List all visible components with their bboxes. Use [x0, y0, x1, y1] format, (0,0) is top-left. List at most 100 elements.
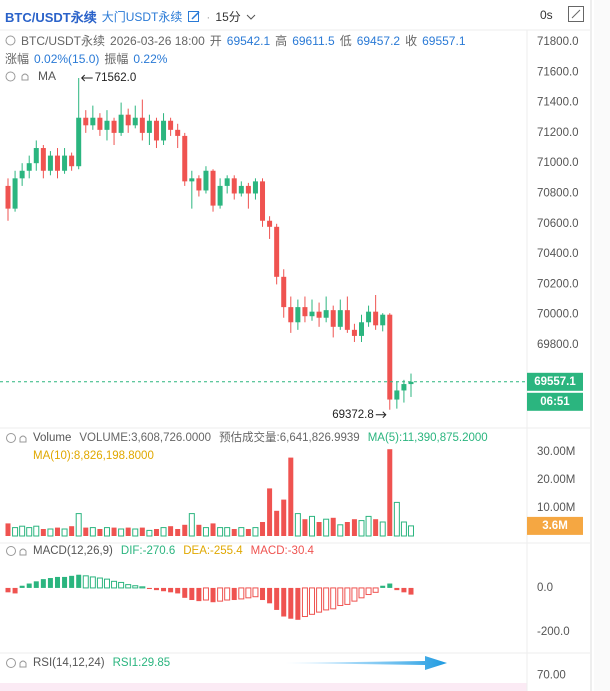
last-volume-box [527, 516, 583, 535]
last-price-box [527, 372, 583, 391]
volume-bar [351, 519, 357, 536]
expand-icon[interactable] [567, 5, 585, 23]
volume-bar [238, 527, 245, 537]
volume-bar [379, 521, 386, 537]
volume-bar [26, 527, 33, 537]
macd-bar [69, 575, 75, 588]
candle-body [217, 185, 223, 206]
interval[interactable]: 15分 [215, 10, 241, 24]
macd-bar [245, 587, 252, 599]
macd-bar [132, 585, 139, 589]
volume-bar [393, 501, 400, 537]
macd-bar [47, 578, 53, 588]
macd-bar [202, 587, 209, 601]
volume-bar [54, 527, 60, 536]
macd-bar [316, 587, 323, 613]
indicator-value: 预估成交量:6,641,826.9939 [219, 430, 360, 444]
macd-bar [54, 576, 60, 588]
macd-bar [358, 587, 365, 599]
volume-bar [19, 525, 26, 537]
eye-icon[interactable] [5, 35, 16, 46]
indicator-legend: Volume [33, 432, 71, 444]
candle-body [40, 148, 46, 171]
ma-legend: MA [38, 69, 56, 83]
edit-icon[interactable] [187, 10, 201, 24]
volume-bar [260, 522, 266, 536]
volume-bar [231, 529, 237, 536]
field-value: 69557.1 [422, 33, 466, 48]
macd-bar [189, 587, 195, 601]
candle-body [309, 311, 315, 317]
y-tick-label: -200.0 [537, 626, 570, 638]
candle-body [366, 311, 372, 323]
stat-label: 涨幅 [5, 52, 30, 66]
ma-icons[interactable] [5, 71, 33, 82]
macd-bar [337, 587, 344, 607]
volume-bar [139, 527, 145, 536]
macd-bar [217, 587, 224, 602]
annotation-arrow [375, 411, 387, 419]
macd-bar [103, 578, 110, 589]
volume-bar [118, 528, 125, 537]
macd-bar [153, 587, 159, 591]
volume-bar [202, 527, 209, 537]
macd-bar [238, 587, 245, 600]
candle-body [118, 114, 124, 133]
candle-body [394, 390, 400, 400]
volume-bar [274, 510, 280, 536]
candle-body [203, 170, 209, 191]
candle-body [161, 120, 167, 141]
info-time: 2026-03-26 18:00 [110, 33, 205, 48]
macd-bar [224, 587, 231, 601]
volume-bar [132, 528, 139, 537]
candle-body [12, 178, 18, 209]
bell-icon [19, 548, 27, 556]
macd-bar [89, 576, 96, 589]
last-price-label: 69557.1 [534, 376, 576, 388]
eye-icon [6, 433, 16, 443]
volume-bar [330, 517, 336, 536]
y-tick-label: 71400.0 [537, 97, 579, 109]
y-tick-label: 20.00M [537, 474, 575, 486]
volume-bar [316, 522, 322, 536]
candle-body [62, 155, 68, 171]
volume-bar [267, 488, 273, 536]
macd-bar [301, 587, 308, 618]
macd-bar [118, 581, 125, 589]
volume-bar [103, 527, 110, 537]
candle-body [252, 181, 258, 194]
candle-body [337, 310, 343, 327]
volume-bar [83, 527, 89, 536]
header: BTC/USDT永续 大门USDT永续 · 15分 [5, 7, 256, 26]
volume-bar [210, 523, 216, 536]
index-name[interactable]: 大门USDT永续 [101, 10, 183, 24]
candle-body [54, 155, 60, 171]
candle-body [288, 307, 294, 323]
candle-body [238, 185, 244, 194]
candle-body [19, 170, 25, 179]
macd-bar [394, 587, 400, 591]
field-label: 收 [405, 34, 418, 48]
volume-bar [196, 524, 202, 536]
field-value: 69457.2 [356, 33, 401, 48]
macd-bar [260, 587, 266, 601]
volume-bar [69, 526, 75, 536]
y-tick-label: 71800.0 [537, 36, 579, 48]
macd-bar [96, 577, 103, 589]
macd-bar [401, 587, 407, 593]
candle-body [351, 329, 357, 336]
candle-body [359, 322, 364, 336]
price-annotation: 69372.8 [332, 409, 374, 421]
macd-bar [372, 587, 379, 593]
symbol[interactable]: BTC/USDT永续 [5, 10, 97, 25]
macd-bar [182, 587, 188, 598]
dropdown-icon[interactable] [246, 13, 256, 21]
volume-bar [188, 513, 195, 537]
volume-bar [323, 518, 330, 537]
volume-bar [294, 513, 301, 537]
candle-body [196, 178, 202, 191]
indicator-value: MA(10):8,826,198.8000 [33, 450, 154, 462]
field-label: 高 [275, 34, 288, 48]
volume-bar [407, 525, 414, 537]
macd-bar [111, 580, 118, 589]
